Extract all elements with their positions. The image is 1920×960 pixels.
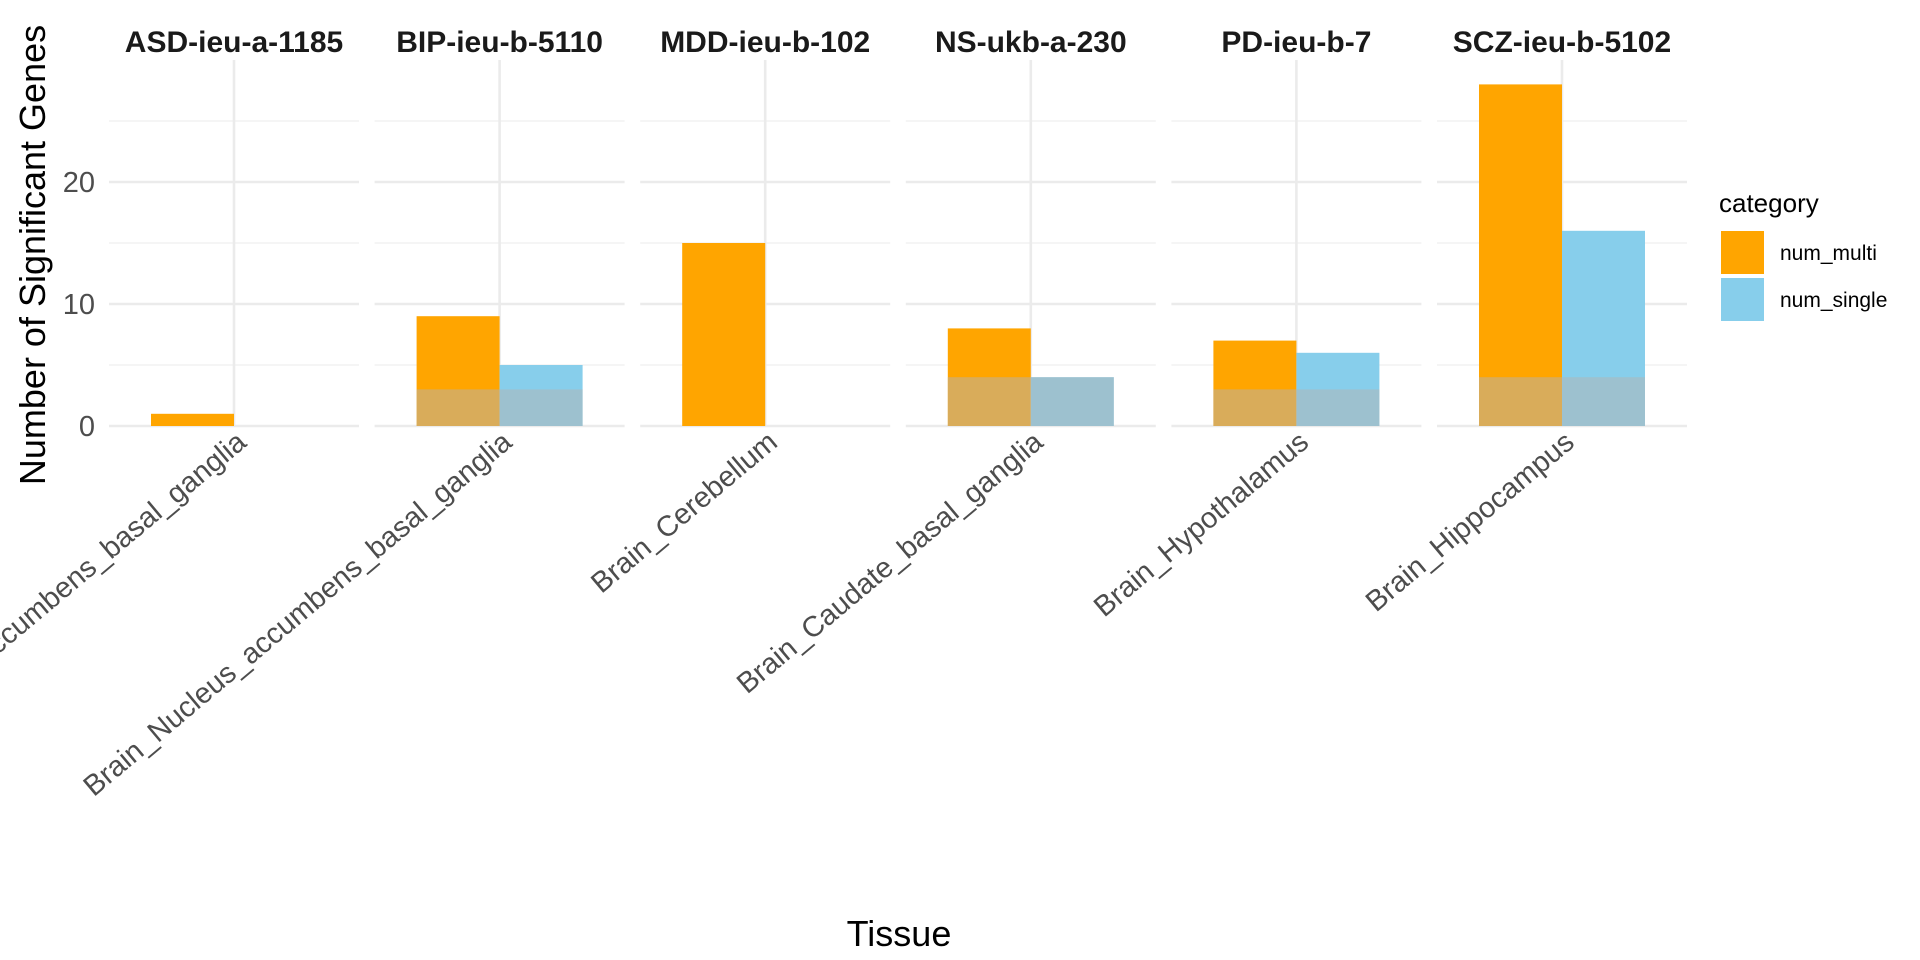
facet-panel: SCZ-ieu-b-5102 Brain_Hippocampus xyxy=(1360,26,1687,618)
x-tick-label: Brain_Cerebellum xyxy=(585,426,783,600)
facet-title: PD-ieu-b-7 xyxy=(1221,26,1371,59)
facet-title: ASD-ieu-a-1185 xyxy=(125,26,343,59)
x-tick-label: Brain_Hypothalamus xyxy=(1088,426,1315,624)
facet-panel: MDD-ieu-b-102 Brain_Cerebellum xyxy=(585,26,891,600)
x-tick-label: Brain_Caudate_basal_ganglia xyxy=(731,425,1050,700)
facet-title: MDD-ieu-b-102 xyxy=(660,26,870,59)
facet-panel: ASD-ieu-a-1185Brain_Nucleus_accumbens_ba… xyxy=(0,26,359,803)
overlay-band xyxy=(1479,377,1645,426)
legend-swatch xyxy=(1721,278,1764,321)
x-tick-label: Brain_Hippocampus xyxy=(1360,426,1581,618)
x-tick-label: Brain_Nucleus_accumbens_basal_ganglia xyxy=(78,425,519,802)
y-tick-label: 20 xyxy=(63,167,95,199)
bar-num-multi xyxy=(151,413,234,426)
legend: category num_multi num_single xyxy=(1719,188,1887,321)
y-axis: 0 10 20 xyxy=(63,167,95,443)
y-tick-label: 0 xyxy=(79,411,95,443)
facet-panel: PD-ieu-b-7 Brain_Hypothalamus xyxy=(1088,26,1422,624)
facet-title: NS-ukb-a-230 xyxy=(935,26,1127,59)
overlay-band xyxy=(416,389,583,426)
legend-label: num_multi xyxy=(1780,242,1877,265)
bar-num-multi xyxy=(682,243,766,426)
facet-title: BIP-ieu-b-5110 xyxy=(396,26,603,59)
facet-title: SCZ-ieu-b-5102 xyxy=(1453,26,1671,59)
overlay-band xyxy=(1213,389,1380,426)
legend-title: category xyxy=(1719,188,1819,218)
y-axis-title: Number of Significant Genes xyxy=(12,25,53,485)
bar-num-multi xyxy=(1479,84,1562,427)
legend-label: num_single xyxy=(1780,289,1887,312)
y-tick-label: 10 xyxy=(63,289,95,321)
x-axis-title: Tissue xyxy=(847,913,952,954)
overlay-band xyxy=(947,377,1114,426)
facet-panels: ASD-ieu-a-1185 Brain_Nucleus_accumbens_ba… xyxy=(0,26,1687,803)
legend-swatch xyxy=(1721,231,1764,274)
